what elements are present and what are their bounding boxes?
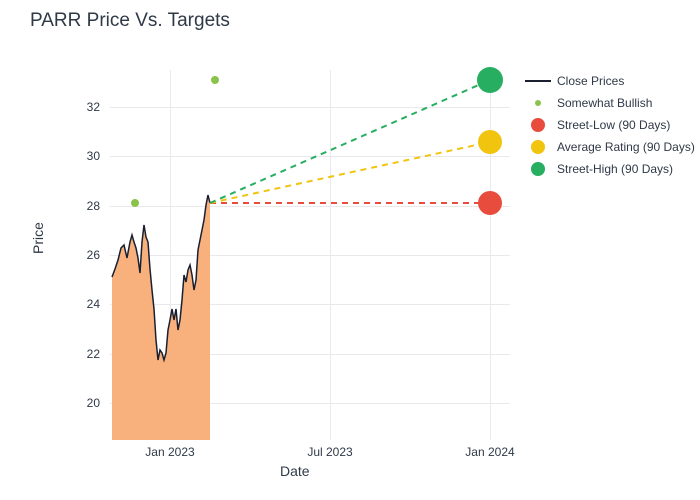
legend-item: Somewhat Bullish (525, 94, 695, 112)
legend-marker (525, 161, 551, 177)
chart-title: PARR Price Vs. Targets (30, 10, 230, 32)
y-tick-label: 26 (70, 248, 100, 262)
legend-marker (525, 139, 551, 155)
x-tick-label: Jul 2023 (307, 445, 352, 459)
y-tick-label: 20 (70, 396, 100, 410)
target-line-street_high (210, 80, 490, 203)
chart-svg (110, 70, 510, 440)
legend-marker (525, 73, 551, 89)
legend-label: Close Prices (557, 74, 624, 88)
bullish-dot (131, 199, 139, 207)
x-tick-label: Jan 2024 (465, 445, 514, 459)
target-marker-street_high (477, 67, 503, 93)
x-axis-label: Date (280, 463, 310, 479)
legend-marker (525, 117, 551, 133)
legend-label: Street-High (90 Days) (557, 162, 673, 176)
close-prices-area (112, 195, 210, 440)
legend-marker (525, 95, 551, 111)
x-tick-label: Jan 2023 (145, 445, 194, 459)
legend: Close Prices Somewhat Bullish Street-Low (… (525, 72, 695, 182)
legend-item: Average Rating (90 Days) (525, 138, 695, 156)
y-axis-label: Price (30, 222, 46, 254)
target-line-average (210, 142, 490, 203)
y-tick-label: 32 (70, 100, 100, 114)
legend-item: Street-High (90 Days) (525, 160, 695, 178)
y-tick-label: 30 (70, 149, 100, 163)
legend-label: Street-Low (90 Days) (557, 118, 670, 132)
legend-label: Average Rating (90 Days) (557, 140, 695, 154)
target-marker-average (478, 130, 502, 154)
legend-item: Street-Low (90 Days) (525, 116, 695, 134)
y-tick-label: 24 (70, 297, 100, 311)
bullish-dot (211, 76, 219, 84)
y-tick-label: 22 (70, 347, 100, 361)
target-marker-street_low (478, 191, 502, 215)
legend-label: Somewhat Bullish (557, 96, 652, 110)
y-tick-label: 28 (70, 199, 100, 213)
legend-item: Close Prices (525, 72, 695, 90)
